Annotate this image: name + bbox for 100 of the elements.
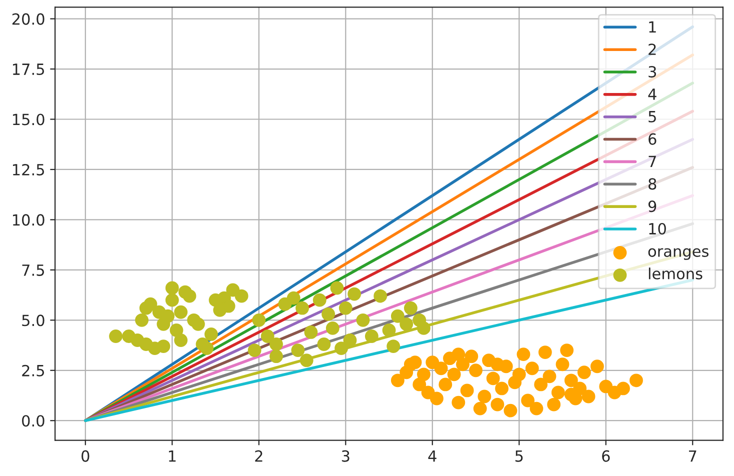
point xyxy=(170,323,184,337)
legend-label: 5 xyxy=(648,111,656,122)
point xyxy=(630,374,643,388)
point xyxy=(326,321,340,335)
point xyxy=(386,340,400,353)
point xyxy=(564,374,578,388)
point xyxy=(165,281,179,295)
x-tick-label: 6 xyxy=(602,450,610,462)
point xyxy=(490,398,504,412)
y-tick-label: 20.0 xyxy=(12,13,44,25)
point xyxy=(616,382,630,396)
point xyxy=(364,330,378,343)
point xyxy=(165,293,179,307)
point xyxy=(504,404,518,418)
point xyxy=(252,313,266,327)
point xyxy=(382,323,396,337)
point xyxy=(452,348,466,362)
point xyxy=(490,358,504,372)
point xyxy=(135,313,149,327)
point xyxy=(417,368,430,382)
y-tick-label: 12.5 xyxy=(12,164,44,176)
point xyxy=(486,372,500,386)
point xyxy=(469,364,482,378)
point xyxy=(312,293,326,307)
point xyxy=(478,390,492,404)
y-tick-label: 10.0 xyxy=(12,214,44,226)
point xyxy=(182,289,196,303)
legend-label: 8 xyxy=(648,178,656,190)
point xyxy=(430,392,444,406)
point xyxy=(512,368,526,382)
point xyxy=(404,301,418,315)
point xyxy=(161,309,175,323)
point xyxy=(191,317,205,331)
x-tick-label: 2 xyxy=(255,450,262,462)
legend-label: 7 xyxy=(648,156,656,168)
point xyxy=(408,356,422,370)
point xyxy=(534,378,548,392)
point xyxy=(530,402,544,416)
point xyxy=(348,287,362,301)
legend-label: 3 xyxy=(648,66,656,78)
point xyxy=(400,317,414,331)
legend-label: 2 xyxy=(648,44,656,55)
point xyxy=(525,362,539,376)
y-tick-label: 0.0 xyxy=(22,415,44,427)
point xyxy=(516,348,530,362)
point xyxy=(330,281,344,295)
legend-label: 6 xyxy=(648,133,656,145)
point xyxy=(577,366,591,380)
y-tick-label: 2.5 xyxy=(22,364,44,376)
point xyxy=(417,321,430,335)
point xyxy=(174,334,188,347)
point xyxy=(300,354,314,368)
point xyxy=(495,382,508,396)
y-tick-label: 5.0 xyxy=(22,314,44,326)
point xyxy=(547,398,561,412)
point xyxy=(317,338,331,351)
point xyxy=(560,344,574,357)
point xyxy=(343,334,357,347)
point xyxy=(222,299,236,313)
point xyxy=(447,368,461,382)
point xyxy=(174,305,188,319)
point xyxy=(582,390,596,404)
point xyxy=(204,328,218,341)
point xyxy=(260,330,274,343)
x-tick-label: 5 xyxy=(515,450,523,462)
point xyxy=(390,374,404,388)
legend-label: oranges xyxy=(648,248,708,260)
point xyxy=(460,384,474,398)
point xyxy=(434,362,448,376)
point xyxy=(270,350,283,364)
point xyxy=(270,338,283,351)
legend-label: 10 xyxy=(649,222,666,235)
point xyxy=(334,342,348,355)
point xyxy=(338,301,352,315)
legend-label: 1 xyxy=(649,21,656,32)
point xyxy=(556,358,570,372)
x-tick-label: 1 xyxy=(168,450,176,462)
point xyxy=(322,307,336,321)
point xyxy=(438,378,452,392)
point xyxy=(452,396,466,410)
point xyxy=(234,289,248,303)
legend-label: lemons xyxy=(648,268,702,280)
legend-label: 9 xyxy=(648,200,656,212)
point xyxy=(156,340,170,353)
point xyxy=(296,301,309,315)
point xyxy=(109,330,122,343)
point xyxy=(374,289,388,303)
point xyxy=(356,313,370,327)
x-tick-label: 0 xyxy=(82,450,90,462)
x-tick-label: 4 xyxy=(428,450,436,462)
x-tick-label: 7 xyxy=(689,450,696,462)
point xyxy=(538,346,552,360)
y-tick-label: 15.0 xyxy=(12,114,44,126)
point xyxy=(473,402,487,416)
point xyxy=(208,293,222,307)
point xyxy=(551,386,565,400)
point xyxy=(426,356,440,370)
point xyxy=(286,291,300,305)
legend-label: 4 xyxy=(648,88,656,100)
point xyxy=(464,350,478,364)
